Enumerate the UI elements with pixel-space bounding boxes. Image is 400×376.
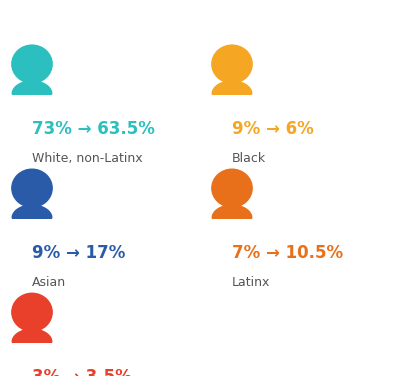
Text: 7% → 10.5%: 7% → 10.5% [232, 244, 343, 262]
Text: 73% → 63.5%: 73% → 63.5% [32, 120, 155, 138]
Circle shape [12, 293, 52, 331]
Circle shape [12, 45, 52, 83]
Text: Black: Black [232, 152, 266, 165]
Circle shape [212, 169, 252, 207]
Text: 3% → 3.5%: 3% → 3.5% [32, 368, 132, 376]
Polygon shape [12, 329, 52, 342]
Text: 9% → 17%: 9% → 17% [32, 244, 125, 262]
Text: Asian: Asian [32, 276, 66, 290]
Text: 9% → 6%: 9% → 6% [232, 120, 314, 138]
Text: Latinx: Latinx [232, 276, 270, 290]
Polygon shape [212, 81, 252, 94]
Circle shape [212, 45, 252, 83]
Polygon shape [12, 81, 52, 94]
Text: White, non-Latinx: White, non-Latinx [32, 152, 143, 165]
Circle shape [12, 169, 52, 207]
Polygon shape [212, 205, 252, 218]
Polygon shape [12, 205, 52, 218]
